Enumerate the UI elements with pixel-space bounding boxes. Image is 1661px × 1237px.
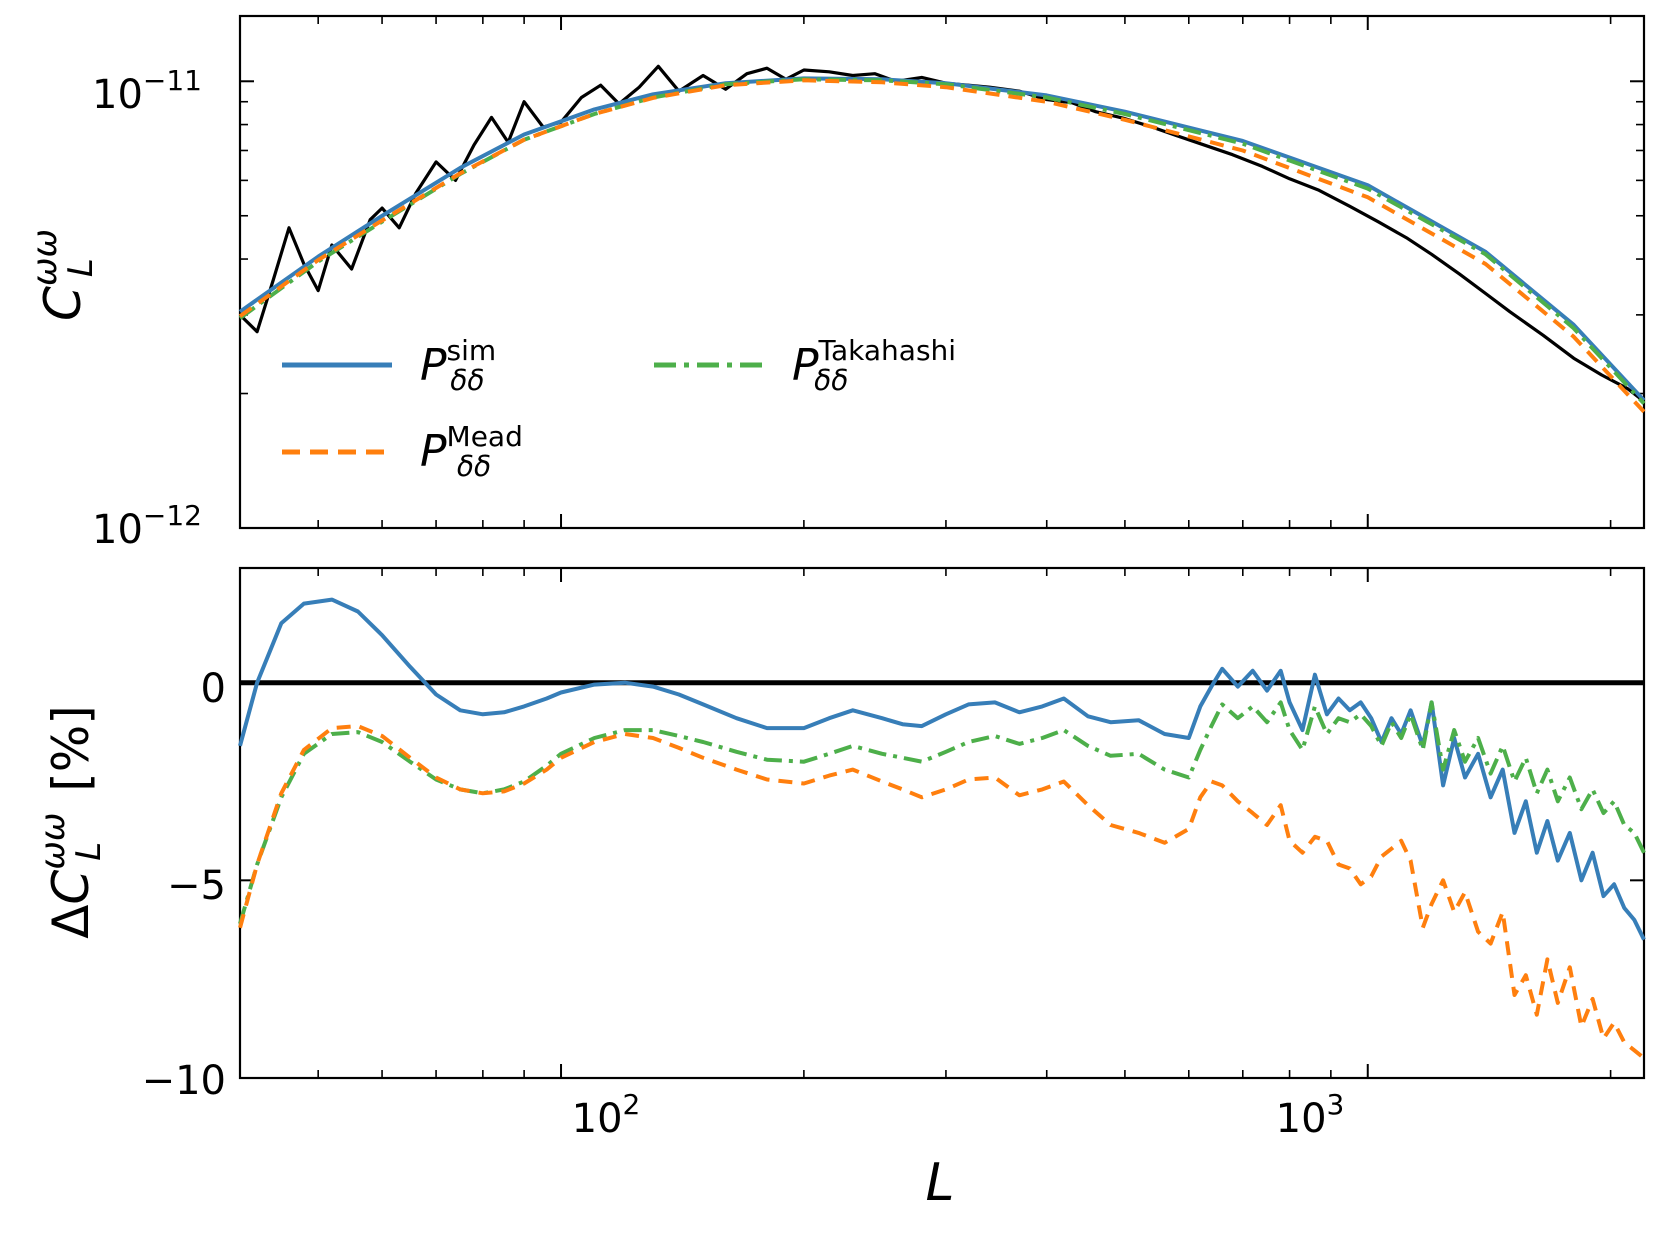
legend-sim-label: Psim δδ: [420, 334, 496, 397]
top-panel: 10−11 10−12 CωωL Psim δδ PTakahashi δδ PMe…: [25, 14, 1646, 553]
top-ytick-label-1e-12: 10−12: [92, 499, 202, 553]
bottom-ticks: [239, 568, 1644, 1079]
bottom-panel: 0 −5 −10 102 103 L ΔCωωL[%]: [33, 566, 1646, 1213]
top-ytick-label-1e-11: 10−11: [92, 64, 202, 118]
legend-mead-label: PMead δδ: [420, 420, 523, 483]
top-series-mead: [238, 78, 1646, 414]
bottom-axes-frame: [238, 566, 1646, 1080]
legend: Psim δδ PTakahashi δδ PMead δδ: [282, 334, 956, 483]
bottom-ylabel: ΔCωωL[%]: [33, 705, 109, 939]
xlabel: L: [926, 1153, 955, 1213]
top-series-measured: [238, 64, 1645, 403]
legend-takahashi-label: PTakahashi δδ: [792, 334, 956, 397]
top-series: [238, 64, 1646, 414]
bottom-ytick-label-minus5: −5: [167, 863, 226, 909]
top-ticks: [239, 16, 1644, 529]
bottom-series-mead: [238, 724, 1646, 1060]
top-axes-frame: [238, 14, 1646, 530]
bottom-ytick-label-0: 0: [201, 666, 226, 712]
xtick-label-1000: 103: [1276, 1088, 1345, 1142]
bottom-series-takahashi: [238, 700, 1646, 925]
bottom-series: [238, 597, 1646, 1060]
bottom-ytick-label-minus10: −10: [142, 1058, 226, 1104]
bottom-series-sim: [238, 597, 1646, 941]
top-series-takahashi: [238, 77, 1646, 405]
xtick-label-100: 102: [572, 1088, 641, 1142]
top-ylabel: CωωL: [25, 229, 101, 321]
